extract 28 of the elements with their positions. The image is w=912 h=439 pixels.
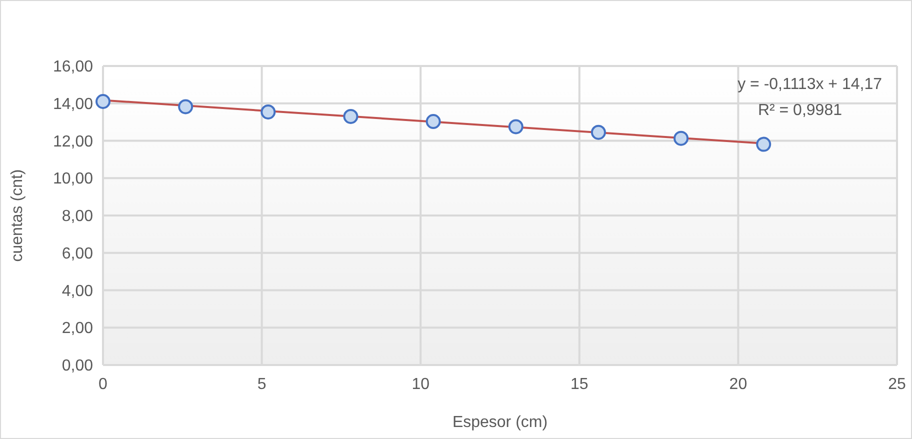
- y-tick-label: 10,00: [52, 170, 94, 188]
- point: [178, 99, 194, 114]
- point: [426, 114, 441, 129]
- y-tick-label: 6,00: [62, 245, 94, 262]
- x-tick-label: 10: [412, 376, 430, 393]
- point: [590, 124, 606, 140]
- point: [674, 130, 689, 146]
- point: [260, 104, 276, 120]
- point: [508, 119, 524, 134]
- x-tick-label: 0: [98, 376, 108, 393]
- y-tick-label: 0,00: [62, 358, 94, 375]
- y-tick-label: 12,00: [52, 133, 94, 150]
- y-tick-label: 4,00: [62, 282, 94, 300]
- point: [96, 94, 110, 110]
- annotation: R² = 0,9981: [758, 102, 842, 119]
- y-tick-label: 2,00: [62, 320, 94, 338]
- point: [756, 136, 772, 152]
- x-tick-label: 15: [570, 376, 588, 393]
- point: [343, 108, 358, 124]
- x-tick-label: 20: [729, 376, 748, 393]
- y-tick-label: 16,00: [52, 58, 94, 76]
- y-tick-label: 8,00: [62, 208, 94, 226]
- x-tick-label: 25: [888, 376, 906, 393]
- annotation: y = -0,1113x + 14,17: [738, 76, 882, 93]
- x-axis-title: Espesor (cm): [452, 414, 548, 431]
- y-axis-title: cuentas (cnt): [9, 169, 26, 262]
- y-tick-label: 14,00: [52, 96, 94, 113]
- x-tick-label: 5: [257, 376, 266, 393]
